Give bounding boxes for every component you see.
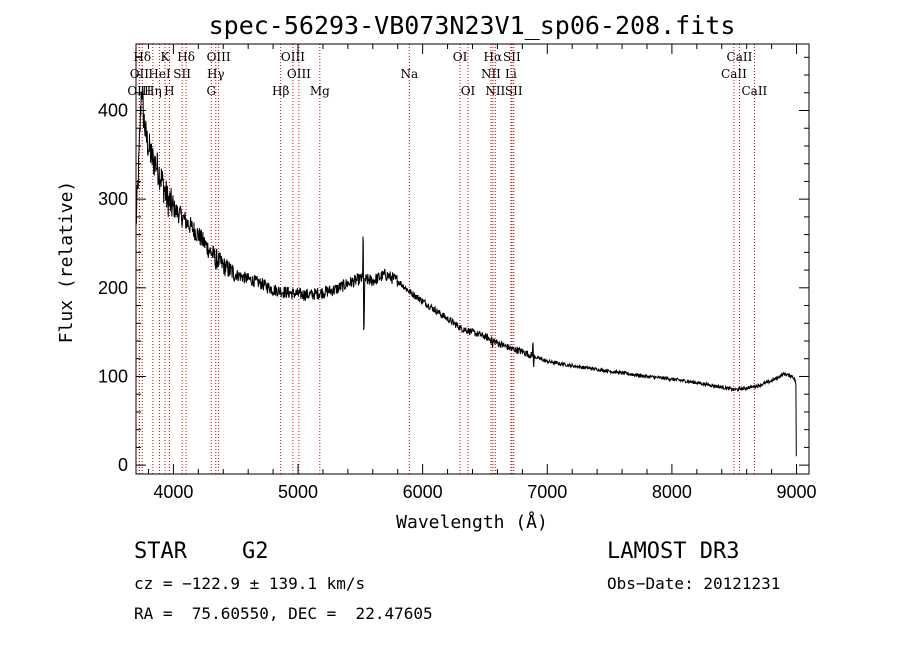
line-marker-label: OI — [461, 84, 476, 98]
line-marker-label: Na — [400, 67, 418, 81]
y-tick-label: 200 — [98, 278, 128, 298]
chart-title: spec-56293-VB073N23V1_sp06-208.fits — [209, 11, 736, 40]
observation-date: Obs−Date: 20121231 — [607, 574, 781, 593]
line-marker-label: Hδ — [177, 50, 195, 64]
line-marker-label: SII — [505, 84, 523, 98]
x-tick-label: 5000 — [278, 482, 318, 502]
x-tick-label: 4000 — [153, 482, 193, 502]
line-marker-label: NII — [481, 67, 501, 81]
y-axis-label: Flux (relative) — [56, 181, 77, 344]
x-tick-label: 7000 — [527, 482, 567, 502]
x-tick-label: 8000 — [652, 482, 692, 502]
y-tick-label: 400 — [98, 100, 128, 120]
line-marker-label: Hη — [144, 84, 162, 98]
line-marker-label: OIII — [281, 50, 305, 64]
line-marker-label: CaII — [741, 84, 767, 98]
plot-frame — [135, 43, 810, 475]
line-marker-label: G — [206, 84, 216, 98]
spectrum-line — [135, 86, 797, 457]
y-tick-label: 0 — [118, 455, 128, 475]
y-tick-label: 100 — [98, 366, 128, 386]
line-marker-label: Hδ — [133, 50, 151, 64]
line-marker-label: Hγ — [207, 67, 225, 81]
line-marker-label: NII — [485, 84, 505, 98]
y-tick-label: 300 — [98, 189, 128, 209]
redshift-velocity: cz = −122.9 ± 139.1 km/s — [134, 574, 366, 593]
line-marker-label: CaII — [727, 50, 753, 64]
line-marker-label: K — [161, 50, 171, 64]
line-marker-label: OIII — [207, 50, 231, 64]
line-marker-label: Hβ — [272, 84, 289, 98]
x-tick-label: 9000 — [777, 482, 817, 502]
line-marker-label: OIII — [287, 67, 311, 81]
line-marker-label: Mg — [310, 84, 330, 98]
line-marker-label: Li — [505, 67, 517, 81]
line-marker-label: OIII — [127, 84, 151, 98]
line-marker-label: OI — [453, 50, 468, 64]
line-marker-label: H — [164, 84, 174, 98]
object-class: STAR — [134, 539, 187, 564]
line-marker-label: HeI — [148, 67, 171, 81]
survey-name: LAMOST DR3 — [607, 539, 740, 564]
line-marker-label: SII — [503, 50, 521, 64]
x-tick-label: 6000 — [403, 482, 443, 502]
x-axis-label: Wavelength (Å) — [396, 511, 548, 533]
coordinates: RA = 75.60550, DEC = 22.47605 — [134, 604, 433, 623]
axis-ticks: 4000 5000 6000 7000 8000 9000 0 100 200 300 400 — [98, 44, 817, 502]
object-subclass: G2 — [242, 539, 269, 564]
line-marker-label: CaII — [721, 67, 747, 81]
line-marker-label: Hα — [484, 50, 503, 64]
line-marker-label: SII — [173, 67, 191, 81]
